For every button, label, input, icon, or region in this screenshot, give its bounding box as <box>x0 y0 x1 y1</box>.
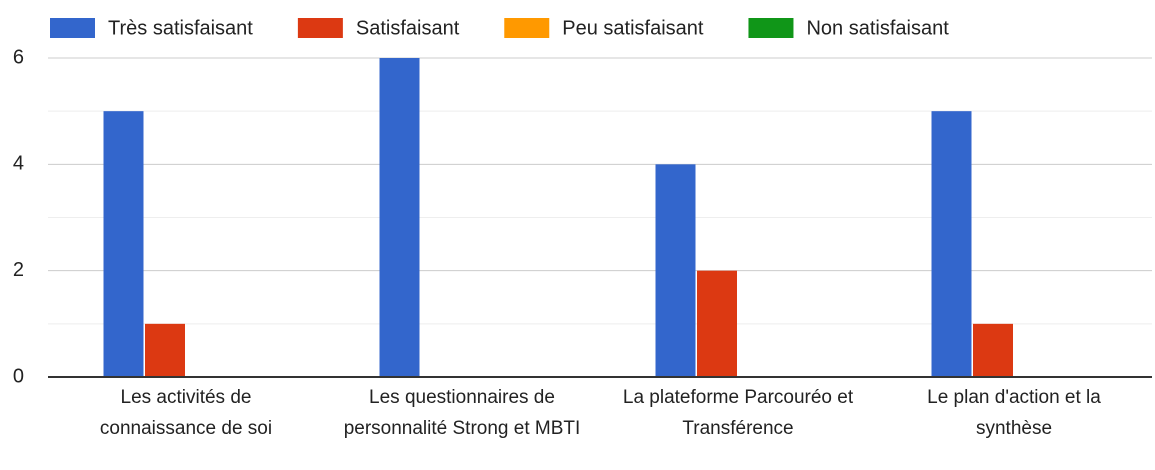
legend-label: Peu satisfaisant <box>562 17 704 39</box>
y-tick-label: 4 <box>13 153 24 175</box>
x-tick-label: Les questionnaires de personnalité Stron… <box>343 387 581 439</box>
bar <box>973 323 1013 377</box>
x-tick-label: Les activités de connaissance de soi <box>99 387 273 439</box>
legend-swatch <box>297 18 343 38</box>
bar <box>931 111 972 378</box>
x-tick-label: Le plan d'action et la synthèse <box>927 387 1101 439</box>
bar <box>145 323 185 377</box>
bar <box>655 164 696 377</box>
legend-swatch <box>748 18 794 38</box>
bar <box>103 111 144 378</box>
y-tick-label: 6 <box>13 46 24 68</box>
y-tick-label: 2 <box>13 259 24 281</box>
y-tick-label: 0 <box>13 365 24 387</box>
legend-label: Satisfaisant <box>356 17 460 39</box>
bar <box>697 270 737 377</box>
bar <box>379 58 420 377</box>
legend-label: Très satisfaisant <box>108 17 253 39</box>
legend-label: Non satisfaisant <box>806 17 949 39</box>
legend-swatch <box>50 18 95 38</box>
legend-swatch <box>504 18 550 38</box>
x-tick-label: La plateforme Parcouréo et Transférence <box>622 387 854 439</box>
